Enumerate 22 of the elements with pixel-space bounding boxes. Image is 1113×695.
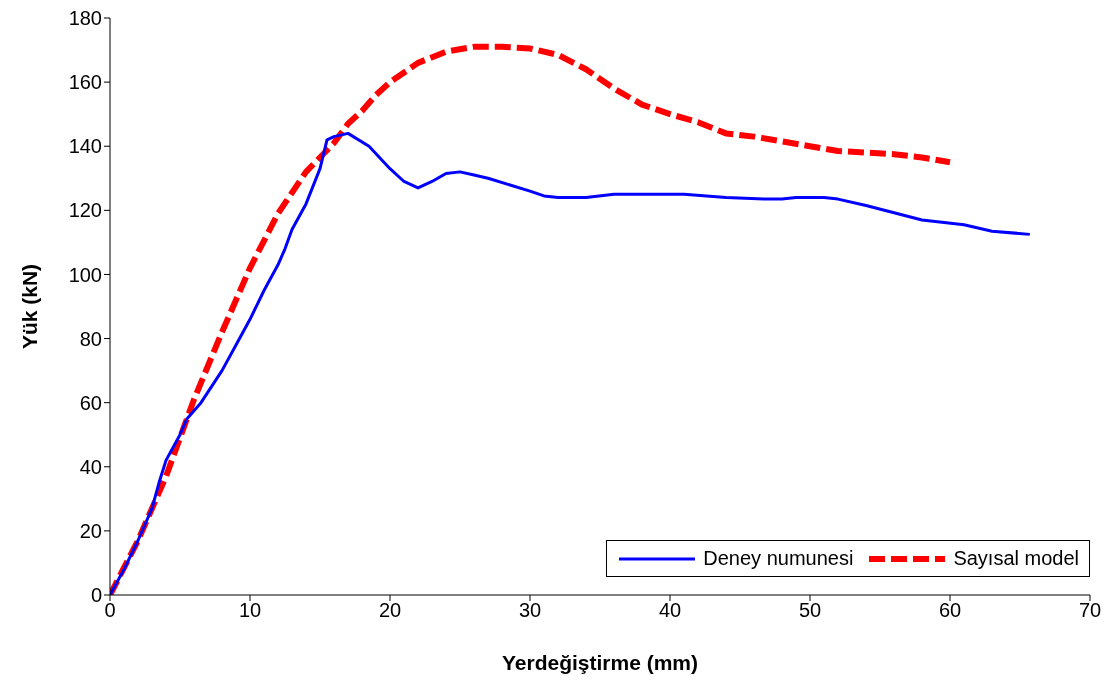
y-tick-label: 60 [79,391,102,414]
x-tick-label: 30 [518,599,542,622]
x-axis-title: Yerdeğiştirme (mm) [501,651,699,674]
x-tick-label: 40 [658,599,682,622]
x-tick-label: 20 [378,599,402,622]
x-tick-label: 60 [938,599,962,622]
y-tick-label: 80 [79,327,102,350]
y-tick-label: 160 [68,71,102,94]
y-tick-label: 100 [68,263,102,286]
x-tick-label: 70 [1078,599,1102,622]
y-tick-label: 140 [68,135,102,158]
y-tick-label: 180 [68,7,102,30]
y-axis-title: Yük (kN) [18,263,42,350]
x-tick-label: 50 [798,599,822,622]
y-tick-label: 20 [79,519,102,542]
y-tick-label: 40 [79,455,102,478]
legend-label: Deney numunesi [703,547,854,570]
x-tick-label: 10 [238,599,262,622]
x-tick-label: 0 [104,599,116,622]
y-tick-label: 120 [68,199,102,222]
y-tick-label: 0 [90,584,102,607]
legend-label: Sayısal model [953,547,1079,570]
